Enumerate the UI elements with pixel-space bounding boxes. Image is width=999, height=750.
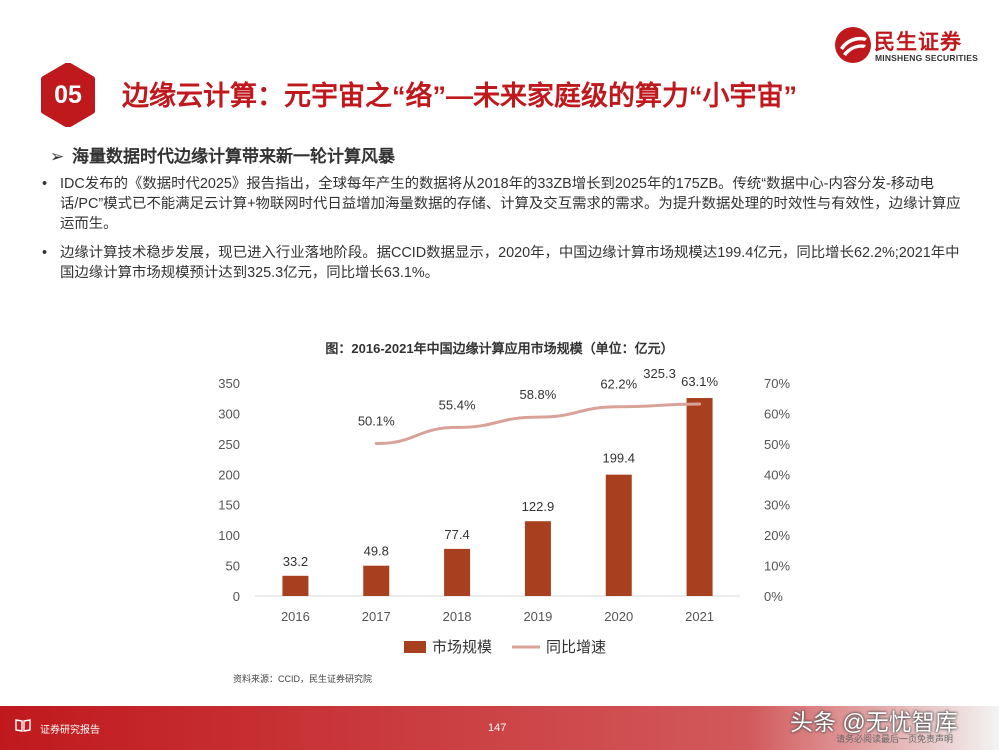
line-data-label: 63.1% [681, 374, 718, 389]
x-tick-label: 2021 [685, 609, 714, 624]
page-title: 边缘云计算：元宇宙之“络”—未来家庭级的算力“小宇宙” [122, 81, 797, 111]
line-data-label: 55.4% [439, 397, 476, 412]
y-right-tick-label: 0% [764, 589, 783, 604]
chart-title: 图：2016-2021年中国边缘计算应用市场规模（单位：亿元） [325, 341, 674, 356]
bar-data-label: 33.2 [283, 554, 308, 569]
watermark: 头条 @无忧智库 [790, 709, 958, 735]
x-tick-label: 2016 [281, 609, 310, 624]
line-data-label: 62.2% [600, 377, 637, 392]
paragraph-text: 边缘计算技术稳步发展，现已进入行业落地阶段。据CCID数据显示，2020年，中国… [60, 245, 960, 281]
y-right-tick-label: 70% [764, 376, 790, 391]
legend-label-bars: 市场规模 [432, 639, 492, 656]
brand-logo: 民生证券 MINSHENG SECURITIES [834, 20, 984, 70]
y-left-tick-label: 300 [218, 406, 240, 421]
logo-name-en: MINSHENG SECURITIES [875, 53, 978, 63]
bar-2016 [282, 575, 309, 596]
y-right-tick-label: 40% [764, 467, 790, 482]
bar-data-label: 49.8 [364, 544, 389, 559]
bar-2019 [524, 521, 551, 596]
bar-2021 [686, 398, 713, 596]
page-number: 147 [488, 722, 507, 734]
y-right-tick-label: 50% [764, 437, 790, 452]
y-left-tick-label: 350 [218, 376, 240, 391]
disclaimer: 请务必阅读最后一页免责声明 [836, 734, 954, 744]
subheading: ➢ 海量数据时代边缘计算带来新一轮计算风暴 [50, 142, 395, 167]
x-tick-label: 2019 [523, 609, 552, 624]
y-left-tick-label: 250 [218, 437, 240, 452]
x-tick-label: 2017 [362, 609, 391, 624]
line-data-label: 50.1% [358, 414, 395, 429]
y-right-tick-label: 60% [764, 406, 790, 421]
section-badge-shape [41, 63, 95, 127]
arrow-bullet-icon: ➢ [50, 147, 65, 166]
paragraph-2: • 边缘计算技术稳步发展，现已进入行业落地阶段。据CCID数据显示，2020年，… [42, 243, 972, 283]
bar-data-label: 325.3 [643, 366, 676, 381]
growth-rate-line [374, 402, 702, 446]
legend-label-line: 同比增速 [546, 639, 606, 656]
market-size-chart: 0 50 100 150 200 250 300 350 0% 10% 20% 30% 40% 50% 60… [218, 366, 790, 656]
source-note: 资料来源：CCID，民生证券研究院 [233, 674, 372, 684]
footer-label: 证券研究报告 [40, 725, 100, 736]
bullet-icon: • [42, 176, 48, 192]
bar-2020 [605, 474, 632, 596]
bullet-icon: • [42, 245, 48, 261]
section-number: 05 [54, 81, 82, 109]
line-data-label: 58.8% [519, 387, 556, 402]
paragraph-text: IDC发布的《数据时代2025》报告指出，全球每年产生的数据将从2018年的33… [60, 176, 961, 232]
bar-2017 [363, 565, 390, 596]
y-left-tick-label: 50 [226, 559, 240, 574]
x-tick-label: 2020 [604, 609, 633, 624]
y-left-tick-label: 150 [218, 498, 240, 513]
y-right-tick-label: 20% [764, 528, 790, 543]
logo-name-cn: 民生证券 [874, 31, 962, 54]
y-left-tick-label: 0 [233, 589, 240, 604]
subheading-text: 海量数据时代边缘计算带来新一轮计算风暴 [72, 147, 395, 166]
y-left-tick-label: 100 [218, 528, 240, 543]
paragraph-1: • IDC发布的《数据时代2025》报告指出，全球每年产生的数据将从2018年的… [42, 174, 972, 234]
y-right-tick-label: 10% [764, 559, 790, 574]
logo-emblem-icon [835, 27, 871, 63]
y-right-tick-label: 30% [764, 498, 790, 513]
y-left-tick-label: 200 [218, 467, 240, 482]
bar-data-label: 199.4 [602, 451, 635, 466]
legend-swatch-bars [404, 641, 426, 653]
bar-data-label: 77.4 [444, 527, 469, 542]
x-tick-label: 2018 [443, 609, 472, 624]
book-icon [15, 719, 31, 732]
bar-data-label: 122.9 [522, 499, 555, 514]
footer-bar [0, 706, 999, 750]
bar-2018 [444, 548, 471, 596]
